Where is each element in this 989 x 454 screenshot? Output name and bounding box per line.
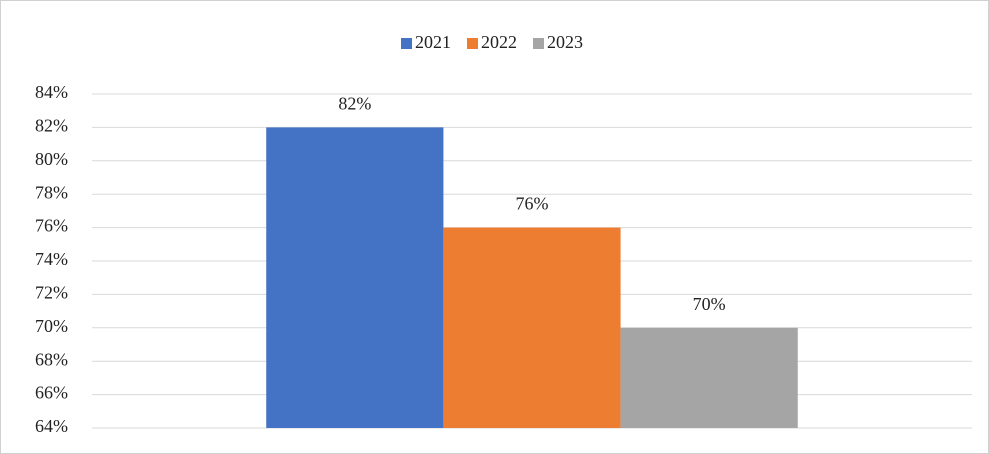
y-tick-label: 78% <box>35 182 68 202</box>
data-label: 70% <box>693 294 726 314</box>
y-tick-label: 68% <box>35 349 68 369</box>
legend-swatch <box>467 38 478 49</box>
data-label: 76% <box>516 194 549 214</box>
y-tick-label: 84% <box>35 82 68 102</box>
legend-swatch <box>401 38 412 49</box>
legend-label: 2023 <box>547 32 583 52</box>
page: 64% 66% 68% 70% 72% 74% 76% 78% 80% 82% 84% 82% 76% 7… <box>0 0 989 454</box>
legend-label: 2021 <box>415 32 451 52</box>
y-tick-label: 76% <box>35 216 68 236</box>
y-tick-label: 70% <box>35 316 68 336</box>
bar <box>621 328 798 428</box>
legend-swatch <box>533 38 544 49</box>
bar <box>443 228 620 428</box>
y-tick-label: 64% <box>35 416 68 436</box>
bar <box>266 127 443 428</box>
data-label: 82% <box>338 94 371 114</box>
y-tick-label: 66% <box>35 383 68 403</box>
y-tick-label: 72% <box>35 283 68 303</box>
y-tick-label: 74% <box>35 249 68 269</box>
y-tick-label: 82% <box>35 116 68 136</box>
chart: 64% 66% 68% 70% 72% 74% 76% 78% 80% 82% 84% 82% 76% 7… <box>0 0 989 454</box>
y-tick-label: 80% <box>35 149 68 169</box>
legend-label: 2022 <box>481 32 517 52</box>
